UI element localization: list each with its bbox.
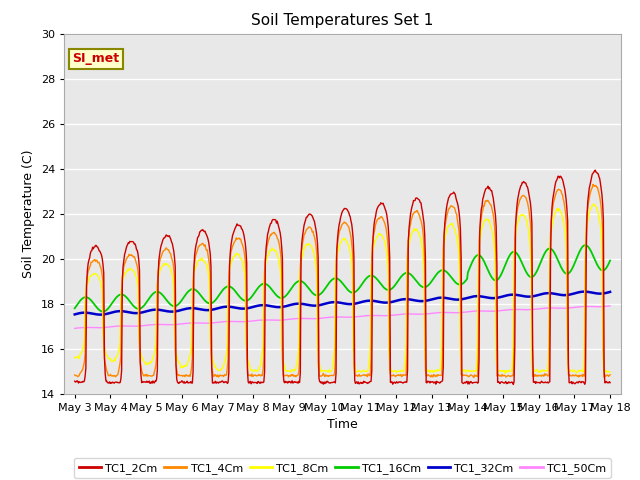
Legend: TC1_2Cm, TC1_4Cm, TC1_8Cm, TC1_16Cm, TC1_32Cm, TC1_50Cm: TC1_2Cm, TC1_4Cm, TC1_8Cm, TC1_16Cm, TC1… bbox=[74, 458, 611, 478]
Title: Soil Temperatures Set 1: Soil Temperatures Set 1 bbox=[252, 13, 433, 28]
Text: SI_met: SI_met bbox=[72, 52, 120, 65]
X-axis label: Time: Time bbox=[327, 418, 358, 431]
Y-axis label: Soil Temperature (C): Soil Temperature (C) bbox=[22, 149, 35, 278]
